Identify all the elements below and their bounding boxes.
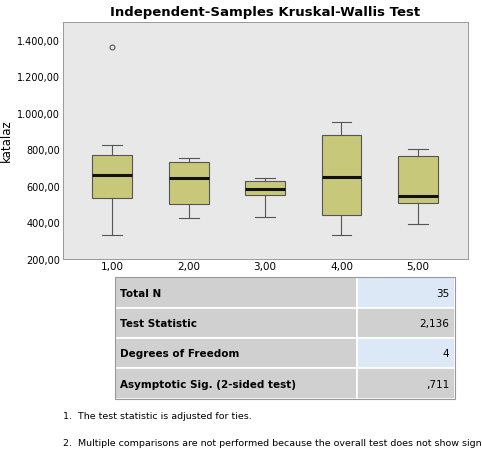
Text: 2,136: 2,136	[419, 318, 449, 328]
Bar	[357, 308, 455, 338]
Text: 4: 4	[442, 349, 449, 359]
X-axis label: grup: grup	[251, 276, 279, 289]
Text: Degrees of Freedom: Degrees of Freedom	[120, 349, 240, 359]
Text: 2.  Multiple comparisons are not performed because the overall test does not sho: 2. Multiple comparisons are not performe…	[63, 438, 482, 447]
Text: Total N: Total N	[120, 288, 161, 298]
PathPatch shape	[398, 157, 438, 203]
Bar	[115, 368, 357, 399]
Text: Test Statistic: Test Statistic	[120, 318, 197, 328]
Bar	[115, 278, 357, 308]
Text: Asymptotic Sig. (2-sided test): Asymptotic Sig. (2-sided test)	[120, 379, 296, 389]
Text: 1.  The test statistic is adjusted for ties.: 1. The test statistic is adjusted for ti…	[63, 411, 252, 420]
PathPatch shape	[93, 155, 132, 199]
Title: Independent-Samples Kruskal-Wallis Test: Independent-Samples Kruskal-Wallis Test	[110, 6, 420, 18]
Bar	[115, 278, 455, 399]
PathPatch shape	[245, 182, 285, 195]
Bar	[357, 278, 455, 308]
Bar	[115, 338, 357, 368]
Text: ,711: ,711	[426, 379, 449, 389]
PathPatch shape	[321, 135, 362, 215]
Bar	[115, 308, 357, 338]
Y-axis label: katalaz: katalaz	[0, 120, 13, 162]
Text: 35: 35	[436, 288, 449, 298]
Bar	[357, 368, 455, 399]
Bar	[357, 338, 455, 368]
PathPatch shape	[169, 163, 209, 204]
